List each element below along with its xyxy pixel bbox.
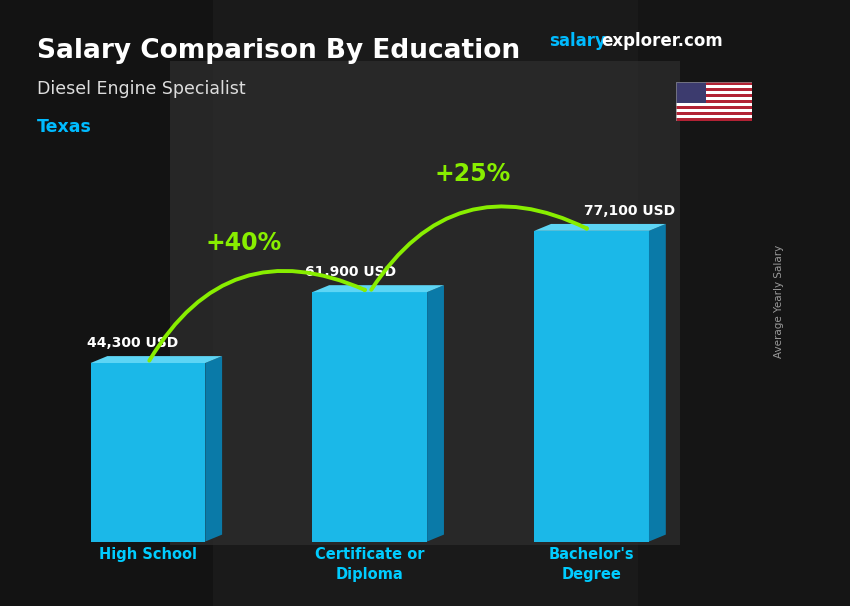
Text: Certificate or
Diploma: Certificate or Diploma [315,547,424,582]
FancyArrowPatch shape [150,271,365,361]
Polygon shape [313,292,427,542]
Bar [676,109,752,112]
Text: Salary Comparison By Education: Salary Comparison By Education [37,38,520,64]
Text: 61,900 USD: 61,900 USD [304,265,396,279]
FancyBboxPatch shape [0,0,212,606]
Text: 44,300 USD: 44,300 USD [87,336,178,350]
Polygon shape [534,231,649,542]
Bar [676,97,752,100]
Polygon shape [90,363,206,542]
Bar [676,118,752,121]
Bar [676,82,752,85]
Polygon shape [649,224,666,542]
Bar [676,94,752,97]
Text: 77,100 USD: 77,100 USD [584,204,675,218]
Bar [676,91,752,94]
Text: Bachelor's
Degree: Bachelor's Degree [549,547,634,582]
Polygon shape [90,356,222,363]
Polygon shape [427,285,444,542]
FancyArrowPatch shape [371,207,586,290]
Text: Diesel Engine Specialist: Diesel Engine Specialist [37,80,246,98]
Text: Average Yearly Salary: Average Yearly Salary [774,245,785,358]
Polygon shape [313,285,444,292]
Bar [676,112,752,115]
Text: +40%: +40% [206,231,281,255]
Text: Texas: Texas [37,118,92,136]
Bar [676,115,752,118]
Text: explorer.com: explorer.com [601,32,722,50]
Text: +25%: +25% [435,162,511,185]
Bar [676,85,752,88]
Bar [676,103,752,106]
Polygon shape [534,224,666,231]
Text: salary: salary [549,32,606,50]
Polygon shape [206,356,222,542]
FancyBboxPatch shape [638,0,850,606]
FancyBboxPatch shape [170,61,680,545]
Bar [676,88,752,91]
Text: High School: High School [99,547,197,562]
Bar [676,106,752,109]
Bar [676,100,752,103]
Bar [676,82,706,103]
